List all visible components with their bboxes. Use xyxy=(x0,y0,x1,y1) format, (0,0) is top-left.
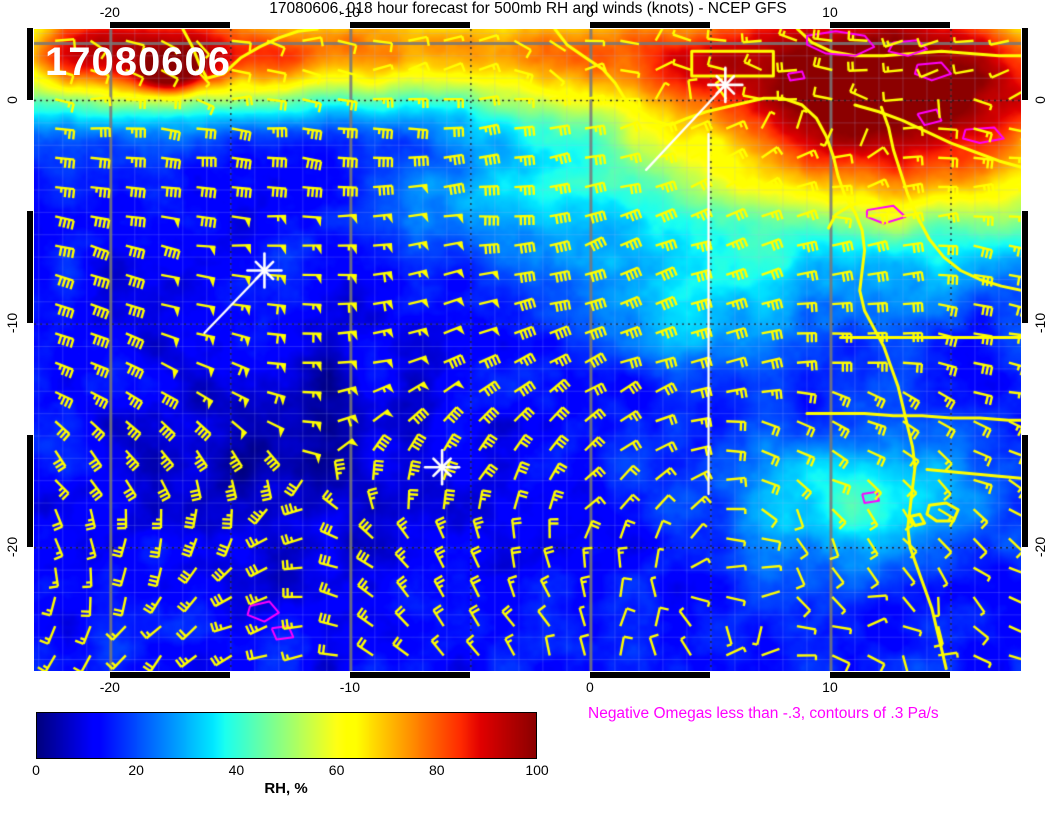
x-tick-label: -20 xyxy=(99,4,120,20)
colorbar-tick-label: 20 xyxy=(128,762,144,778)
y-tick-label: -10 xyxy=(4,313,20,334)
axis-ruler-bottom xyxy=(33,672,1022,678)
y-tick-label: -10 xyxy=(1032,313,1048,334)
colorbar-tick-label: 60 xyxy=(328,762,345,778)
colorbar-tick-label: 40 xyxy=(228,762,245,778)
x-tick-label: -10 xyxy=(339,4,360,20)
colorbar-tick-label: 80 xyxy=(429,762,445,778)
y-tick-label: -20 xyxy=(1032,536,1048,557)
x-tick-label: 10 xyxy=(822,4,838,20)
axis-ruler-right xyxy=(1022,28,1028,672)
colorbar-gradient xyxy=(36,712,537,759)
colorbar xyxy=(36,712,537,759)
axis-ruler-left xyxy=(27,28,33,672)
x-tick-label: 10 xyxy=(822,679,838,695)
map-plot-area[interactable] xyxy=(33,28,1022,672)
y-tick-label: 0 xyxy=(4,95,20,104)
axis-ruler-top xyxy=(33,22,1022,28)
forecast-timestamp-overlay: 17080606 xyxy=(45,40,231,84)
colorbar-tick-label: 100 xyxy=(525,762,549,778)
colorbar-tick-label: 0 xyxy=(32,762,40,778)
rh-field-canvas xyxy=(34,29,1021,671)
y-tick-label: -20 xyxy=(4,536,20,557)
x-tick-label: 0 xyxy=(586,4,594,20)
y-tick-label: 0 xyxy=(1032,95,1048,104)
x-tick-label: -20 xyxy=(99,679,120,695)
omega-annotation: Negative Omegas less than -.3, contours … xyxy=(588,705,939,722)
x-tick-label: 0 xyxy=(586,679,594,695)
colorbar-label: RH, % xyxy=(264,780,308,797)
x-tick-label: -10 xyxy=(339,679,360,695)
page-title: 17080606, 018 hour forecast for 500mb RH… xyxy=(269,0,787,17)
